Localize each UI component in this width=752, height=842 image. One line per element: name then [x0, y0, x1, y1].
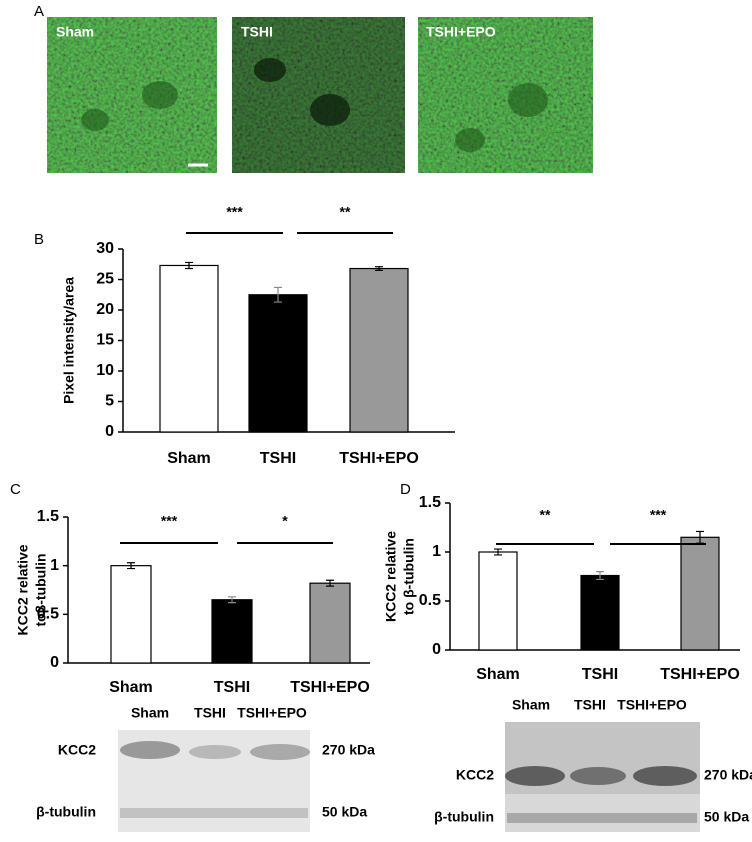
micrograph-label: Sham: [56, 24, 94, 40]
bar: [211, 599, 253, 664]
band: [570, 767, 626, 785]
micrograph-label: TSHI: [241, 24, 273, 40]
panel-label: A: [34, 3, 44, 20]
band: [189, 745, 241, 759]
y-axis-label: Pixel intensity/area: [61, 277, 77, 404]
error-bar: [127, 562, 135, 570]
y-axis-label: toβ-tubulin: [33, 553, 49, 626]
band: [120, 741, 180, 759]
y-axis-label: KCC2 relative: [15, 544, 31, 635]
y-tick-label: 10: [96, 362, 114, 379]
bar: [680, 536, 720, 651]
significance-label: ***: [161, 513, 178, 529]
blot-size-label: 50 kDa: [704, 809, 749, 825]
blot-row-label: KCC2: [456, 767, 494, 783]
x-tick-label: TSHI+EPO: [339, 450, 419, 467]
y-tick-label: 25: [96, 271, 114, 288]
blot-size-label: 270 kDa: [704, 767, 752, 783]
error-bar: [228, 596, 236, 604]
cell: [508, 83, 548, 117]
texture: [47, 17, 217, 173]
x-tick-label: Sham: [109, 679, 153, 696]
error-bar: [326, 579, 334, 587]
texture: [418, 17, 593, 173]
band: [507, 813, 697, 823]
lane-label: Sham: [131, 705, 169, 721]
panel-label: C: [10, 481, 21, 498]
bar: [478, 551, 518, 651]
error-bar: [274, 286, 282, 303]
y-tick-label: 20: [96, 301, 114, 318]
y-tick-label: 0: [50, 654, 59, 671]
bar: [159, 264, 219, 433]
error-bar: [185, 261, 193, 270]
significance-label: **: [340, 204, 351, 220]
lane-label: TSHI: [194, 705, 226, 721]
y-tick-label: 1: [432, 543, 441, 560]
panel-label: B: [34, 231, 44, 248]
x-tick-label: TSHI+EPO: [660, 666, 740, 683]
significance-label: ***: [226, 204, 243, 220]
cell: [254, 58, 286, 82]
lane-label: TSHI: [574, 697, 606, 713]
y-tick-label: 0: [432, 641, 441, 658]
x-tick-label: Sham: [167, 450, 211, 467]
bar: [580, 574, 620, 651]
cell: [81, 109, 109, 131]
micrograph-label: TSHI+EPO: [426, 24, 496, 40]
lane-label: TSHI+EPO: [237, 705, 307, 721]
x-tick-label: TSHI+EPO: [290, 679, 370, 696]
blot-size-label: 270 kDa: [322, 742, 375, 758]
x-tick-label: Sham: [476, 666, 520, 683]
significance-label: ***: [650, 507, 667, 523]
bar: [248, 294, 308, 433]
band: [633, 766, 697, 786]
y-tick-label: 1.5: [37, 508, 59, 525]
error-bar: [494, 548, 502, 556]
x-tick-label: TSHI: [260, 450, 296, 467]
y-tick-label: 1.5: [419, 494, 441, 511]
bar: [309, 582, 351, 664]
cell: [455, 128, 485, 152]
error-bar: [375, 266, 383, 271]
y-tick-label: 0.5: [37, 606, 59, 623]
cell: [310, 94, 350, 126]
micrographs: Sham TSHI TSHI+EPO: [47, 17, 593, 173]
cell: [142, 81, 178, 109]
y-axis-label: KCC2 relative: [383, 531, 399, 622]
y-tick-label: 0: [105, 423, 114, 440]
y-tick-label: 5: [105, 393, 114, 410]
blot-size-label: 50 kDa: [322, 804, 367, 820]
lane-label: Sham: [512, 697, 550, 713]
y-tick-label: 0.5: [419, 592, 441, 609]
blot-row-label: β-tubulin: [36, 804, 96, 820]
y-tick-label: 1: [50, 557, 59, 574]
band: [250, 744, 310, 760]
band: [120, 808, 308, 818]
error-bar: [596, 571, 604, 581]
y-tick-label: 15: [96, 332, 114, 349]
significance-label: **: [540, 507, 551, 523]
bar: [110, 565, 152, 664]
significance-label: *: [282, 513, 288, 529]
blot-row-label: β-tubulin: [434, 809, 494, 825]
panel-label: D: [400, 481, 411, 498]
bar: [349, 267, 409, 433]
x-tick-label: TSHI: [582, 666, 618, 683]
y-axis-label: to β-tubulin: [401, 538, 417, 615]
blot-row-label: KCC2: [58, 742, 96, 758]
texture: [232, 17, 405, 173]
band: [505, 766, 565, 786]
x-tick-label: TSHI: [214, 679, 250, 696]
lane-label: TSHI+EPO: [617, 697, 687, 713]
y-tick-label: 30: [96, 240, 114, 257]
